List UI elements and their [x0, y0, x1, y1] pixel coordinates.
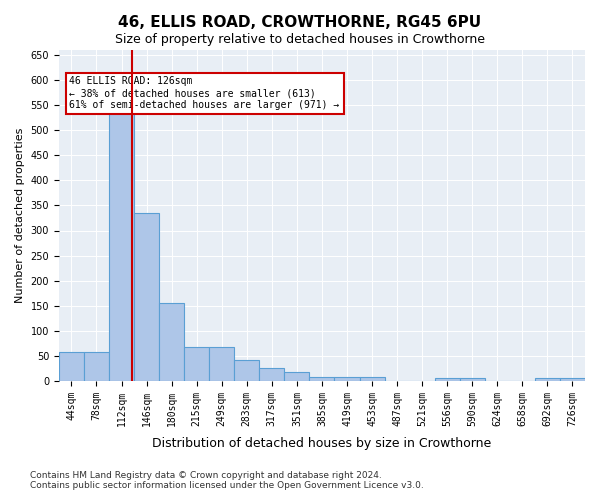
Bar	[184, 348, 209, 381]
Bar	[209, 348, 234, 381]
Bar	[159, 303, 184, 381]
Text: 46 ELLIS ROAD: 126sqm
← 38% of detached houses are smaller (613)
61% of semi-det: 46 ELLIS ROAD: 126sqm ← 38% of detached …	[70, 76, 340, 110]
Text: Size of property relative to detached houses in Crowthorne: Size of property relative to detached ho…	[115, 32, 485, 46]
Bar	[359, 378, 385, 381]
Text: Contains HM Land Registry data © Crown copyright and database right 2024.
Contai: Contains HM Land Registry data © Crown c…	[30, 470, 424, 490]
Bar	[134, 213, 159, 381]
Bar	[310, 377, 334, 381]
Bar	[109, 110, 134, 381]
Bar	[560, 378, 585, 381]
X-axis label: Distribution of detached houses by size in Crowthorne: Distribution of detached houses by size …	[152, 437, 491, 450]
Bar	[460, 378, 485, 381]
Bar	[284, 372, 310, 381]
Bar	[535, 378, 560, 381]
Text: 46, ELLIS ROAD, CROWTHORNE, RG45 6PU: 46, ELLIS ROAD, CROWTHORNE, RG45 6PU	[118, 15, 482, 30]
Bar	[259, 368, 284, 381]
Bar	[84, 352, 109, 381]
Y-axis label: Number of detached properties: Number of detached properties	[15, 128, 25, 303]
Bar	[434, 378, 460, 381]
Bar	[59, 352, 84, 381]
Bar	[234, 360, 259, 381]
Bar	[334, 377, 359, 381]
